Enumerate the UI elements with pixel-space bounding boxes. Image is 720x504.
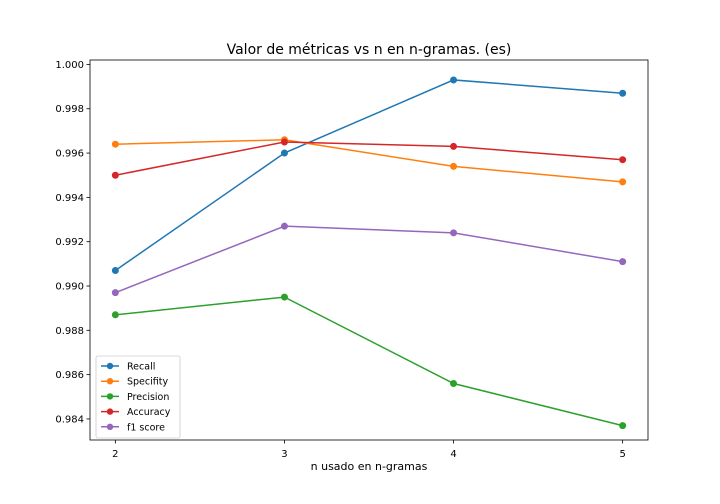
data-point xyxy=(280,138,288,146)
data-point xyxy=(280,293,288,301)
legend-box xyxy=(95,355,181,439)
data-point xyxy=(619,89,627,97)
series-precision xyxy=(111,293,627,430)
series-accuracy xyxy=(111,138,627,179)
x-axis: 2 3 4 5 xyxy=(112,440,626,460)
x-tick-label: 2 xyxy=(112,449,118,460)
y-tick-label: 0.992 xyxy=(55,237,84,248)
x-tick-label: 3 xyxy=(281,449,287,460)
data-point xyxy=(450,379,458,387)
x-axis-label: n usado en n-gramas xyxy=(311,460,428,473)
series-line xyxy=(115,139,623,183)
data-point xyxy=(619,258,627,266)
data-point xyxy=(619,178,627,186)
plot-frame xyxy=(89,59,649,441)
legend-marker xyxy=(106,362,114,370)
series-line xyxy=(115,296,623,427)
legend-item: Accuracy xyxy=(101,407,171,418)
y-tick-label: 0.988 xyxy=(55,326,84,337)
data-point xyxy=(450,162,458,170)
legend-label: Precision xyxy=(127,392,169,403)
y-tick-label: 0.996 xyxy=(55,149,84,160)
data-point xyxy=(450,142,458,150)
x-tick-label: 5 xyxy=(619,449,625,460)
data-point xyxy=(111,289,119,297)
chart-title: Valor de métricas vs n en n-gramas. (es) xyxy=(227,42,512,58)
data-point xyxy=(619,156,627,164)
y-tick-label: 0.998 xyxy=(55,104,84,115)
legend-marker xyxy=(106,408,114,415)
data-point xyxy=(111,311,119,319)
y-axis: 0.984 0.986 0.988 0.990 0.992 0.994 0.996 0.998… xyxy=(55,60,90,425)
legend-item: f1 score xyxy=(101,422,165,433)
series-line xyxy=(115,225,623,294)
data-point xyxy=(111,266,119,274)
data-point xyxy=(280,149,288,157)
data-point xyxy=(280,222,288,230)
legend-label: Specifity xyxy=(127,377,168,388)
legend-marker xyxy=(106,423,114,430)
legend: Recall Specifity Precision Accuracy f1 score xyxy=(95,355,181,439)
legend-item: Recall xyxy=(101,362,155,373)
legend-marker xyxy=(106,378,114,385)
legend-label: Accuracy xyxy=(127,407,171,418)
y-tick-label: 0.994 xyxy=(55,193,84,204)
series-f1-score xyxy=(111,222,627,297)
y-tick-label: 0.984 xyxy=(55,414,84,425)
legend-label: Recall xyxy=(127,362,155,373)
y-tick-label: 1.000 xyxy=(55,60,84,71)
series-line xyxy=(115,141,623,176)
legend-item: Specifity xyxy=(101,377,168,388)
plot-area xyxy=(89,59,649,441)
y-tick-label: 0.990 xyxy=(55,282,84,293)
legend-item: Precision xyxy=(101,392,169,403)
data-point xyxy=(619,422,627,430)
legend-marker xyxy=(106,393,114,400)
legend-label: f1 score xyxy=(127,422,165,433)
data-point xyxy=(450,76,458,84)
series-recall xyxy=(111,76,627,274)
y-tick-label: 0.986 xyxy=(55,370,84,381)
x-tick-label: 4 xyxy=(450,449,456,460)
series-line xyxy=(114,79,623,272)
data-point xyxy=(111,171,119,179)
data-point xyxy=(450,229,458,237)
data-point xyxy=(111,140,119,148)
